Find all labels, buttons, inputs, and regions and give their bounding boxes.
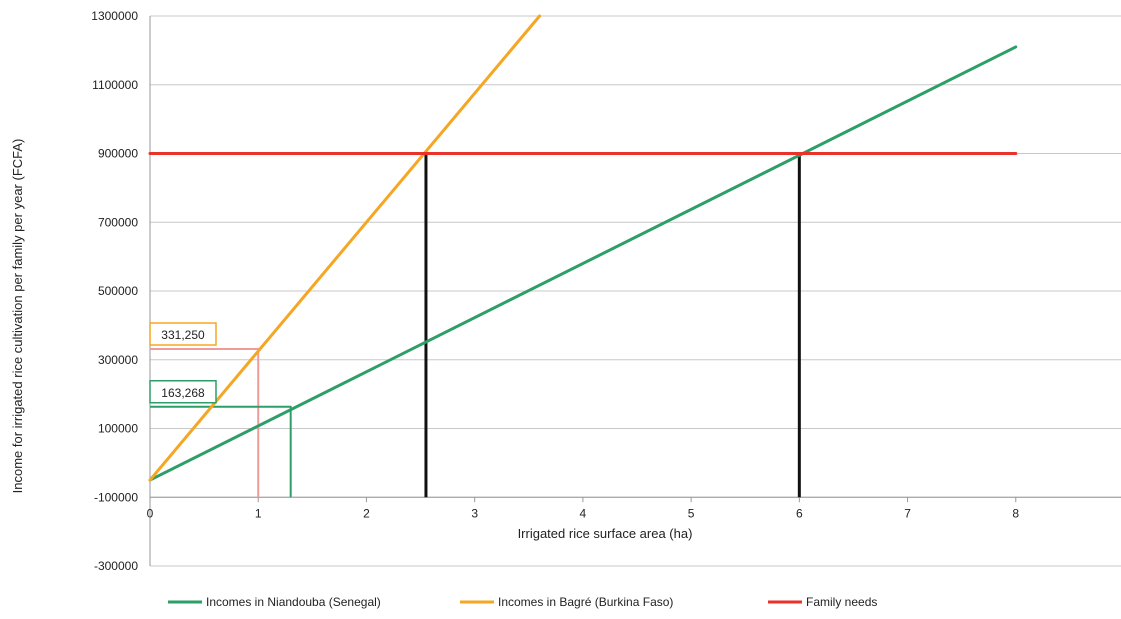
series-line <box>148 14 542 482</box>
annotation-box <box>149 380 217 404</box>
legend-label: Incomes in Bagré (Burkina Faso) <box>498 595 673 609</box>
y-tick-label: -300000 <box>94 559 138 573</box>
annotations: 331,250 163,268 <box>149 322 217 404</box>
x-tick-label: 6 <box>796 506 803 520</box>
y-axis-title: Income for irrigated rice cultivation pe… <box>10 139 25 494</box>
reference-lines <box>150 153 801 498</box>
x-tick-label: 8 <box>1012 506 1019 520</box>
y-tick-label: 900000 <box>98 147 138 161</box>
annotation-box <box>149 322 217 346</box>
x-tick-label: 5 <box>688 506 695 520</box>
y-tick-label: -100000 <box>94 490 138 504</box>
x-tick-label: 1 <box>255 506 262 520</box>
y-tick-label: 1100000 <box>92 78 138 92</box>
tick-labels: -300000 -100000 100000 300000 500000 700000 90… <box>91 9 1121 573</box>
legend-label: Family needs <box>806 595 877 609</box>
grid-lines <box>150 15 1121 567</box>
annotation-label: 163,268 <box>161 386 205 400</box>
legend-label: Incomes in Niandouba (Senegal) <box>206 595 381 609</box>
annotation-label: 331,250 <box>161 328 205 342</box>
legend: Incomes in Niandouba (Senegal) Incomes in… <box>168 595 877 609</box>
x-tick-label: 7 <box>904 506 911 520</box>
y-tick-label: 700000 <box>98 215 138 229</box>
y-tick-label: 1300000 <box>91 9 138 23</box>
x-tick-label: 3 <box>471 506 478 520</box>
reference-line <box>150 405 292 498</box>
series-line <box>148 45 1018 482</box>
x-tick-label: 4 <box>580 506 587 520</box>
series-lines <box>148 14 1018 482</box>
x-tick-label: 2 <box>363 506 370 520</box>
axes <box>149 16 1121 566</box>
y-tick-label: 100000 <box>98 422 138 436</box>
y-tick-label: 300000 <box>98 353 138 367</box>
x-tick-label: 0 <box>147 506 154 520</box>
y-tick-label: 500000 <box>98 284 138 298</box>
x-axis-title: Irrigated rice surface area (ha) <box>518 526 693 541</box>
